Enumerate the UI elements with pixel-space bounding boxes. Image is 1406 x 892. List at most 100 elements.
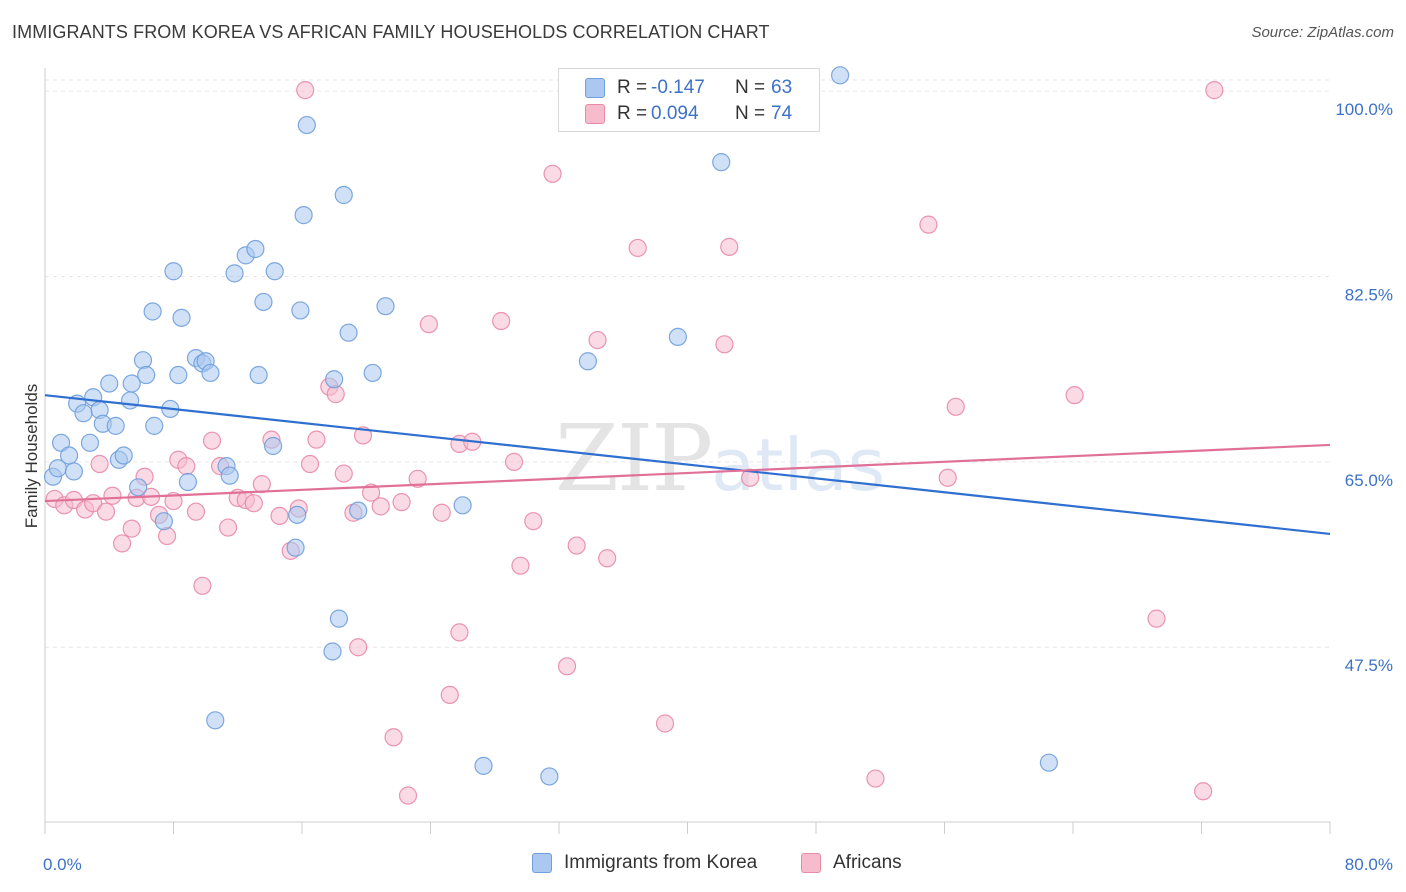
korea-point: [291, 301, 310, 320]
legend-korea-label: Immigrants from Korea: [564, 852, 758, 873]
y-tick-label: 100.0%: [1335, 100, 1393, 119]
korea-point: [323, 642, 342, 661]
korea-point: [143, 302, 162, 321]
korea-point: [712, 153, 731, 172]
korea-point: [220, 466, 239, 485]
africa-point: [511, 556, 530, 575]
korea-point: [100, 374, 119, 393]
africa-point: [715, 335, 734, 354]
korea-n-value: 63: [771, 77, 793, 98]
africa-point: [504, 452, 524, 471]
africa-point: [919, 215, 938, 234]
y-tick-label: 65.0%: [1345, 471, 1393, 490]
africa-point: [567, 536, 586, 555]
africa-point: [655, 714, 675, 733]
korea-point: [830, 66, 850, 85]
korea-r-label: R =: [617, 77, 648, 98]
korea-n-label: N =: [735, 77, 766, 98]
africa-point: [112, 534, 132, 553]
africa-point: [1147, 609, 1166, 628]
korea-point: [294, 206, 313, 225]
africa-n-value: 74: [771, 103, 793, 124]
korea-point: [339, 323, 358, 342]
korea-point: [349, 501, 368, 520]
korea-point: [329, 609, 349, 628]
korea-point: [145, 416, 164, 435]
africa-point: [408, 469, 427, 488]
africa-point: [1205, 81, 1224, 100]
korea-point: [297, 115, 316, 135]
x-tick-label: 0.0%: [43, 855, 82, 874]
korea-point: [106, 416, 125, 435]
korea-point: [74, 404, 93, 423]
africa-point: [419, 315, 438, 334]
korea-point: [172, 308, 191, 327]
korea-point: [169, 365, 188, 385]
africa-point: [177, 457, 196, 476]
africa-point: [300, 454, 320, 474]
africa-point: [588, 330, 607, 350]
y-axis-label: Family Households: [22, 384, 41, 529]
legend-africa-swatch: [801, 853, 821, 873]
korea-point: [206, 711, 225, 730]
africa-point: [193, 576, 212, 595]
korea-point: [246, 239, 265, 259]
africa-point: [252, 475, 271, 494]
africa-point: [946, 397, 965, 416]
korea-point: [137, 365, 156, 385]
africa-point: [398, 786, 418, 805]
legend-africa-label: Africans: [833, 852, 902, 873]
korea-trend-line: [44, 394, 1331, 536]
africa-point: [219, 518, 238, 537]
africa-point: [103, 486, 122, 505]
korea-point: [164, 262, 183, 281]
korea-point: [540, 767, 559, 786]
africa-trend-line: [44, 443, 1331, 503]
africa-point: [392, 493, 411, 512]
korea-point: [80, 433, 100, 452]
korea-point: [265, 262, 284, 281]
korea-point: [64, 462, 84, 481]
africa-point: [90, 454, 109, 474]
africa-point: [628, 238, 647, 258]
korea-point: [201, 363, 220, 383]
africa-point: [450, 623, 469, 642]
africa-swatch: [585, 104, 605, 124]
africa-point: [557, 657, 577, 676]
korea-point: [249, 365, 268, 385]
africa-n-label: N =: [735, 103, 766, 124]
africa-point: [598, 549, 617, 568]
korea-point: [1039, 753, 1059, 772]
korea-point: [133, 351, 153, 370]
y-tick-label: 47.5%: [1345, 656, 1393, 675]
africa-point: [371, 497, 390, 516]
korea-point: [288, 505, 307, 524]
korea-point: [154, 512, 173, 531]
korea-point: [474, 756, 493, 775]
korea-r-value: -0.147: [651, 77, 705, 98]
legend-korea-swatch: [532, 853, 552, 873]
y-tick-label: 82.5%: [1345, 286, 1393, 305]
africa-point: [1194, 782, 1213, 801]
korea-point: [225, 264, 244, 283]
africa-point: [938, 468, 957, 487]
korea-point: [668, 327, 687, 347]
africa-point: [307, 430, 326, 449]
africa-point: [334, 464, 353, 483]
tick-labels: 47.5% 65.0% 82.5% 100.0% 0.0% 80.0%: [43, 100, 1393, 874]
africa-point: [361, 483, 381, 502]
africans-points: [45, 81, 1224, 805]
africa-point: [1065, 386, 1084, 405]
grid-lines: [45, 79, 1330, 648]
africa-point: [720, 237, 739, 256]
correlation-legend: R = -0.147 N = 63 R = 0.094 N = 74: [558, 68, 820, 132]
korea-point: [129, 478, 148, 497]
korea-point: [254, 292, 273, 312]
africa-point: [164, 491, 183, 511]
africa-point: [296, 81, 315, 100]
africa-point: [122, 519, 141, 538]
africa-point: [186, 502, 206, 521]
africa-point: [432, 503, 451, 522]
korea-point: [178, 472, 198, 492]
